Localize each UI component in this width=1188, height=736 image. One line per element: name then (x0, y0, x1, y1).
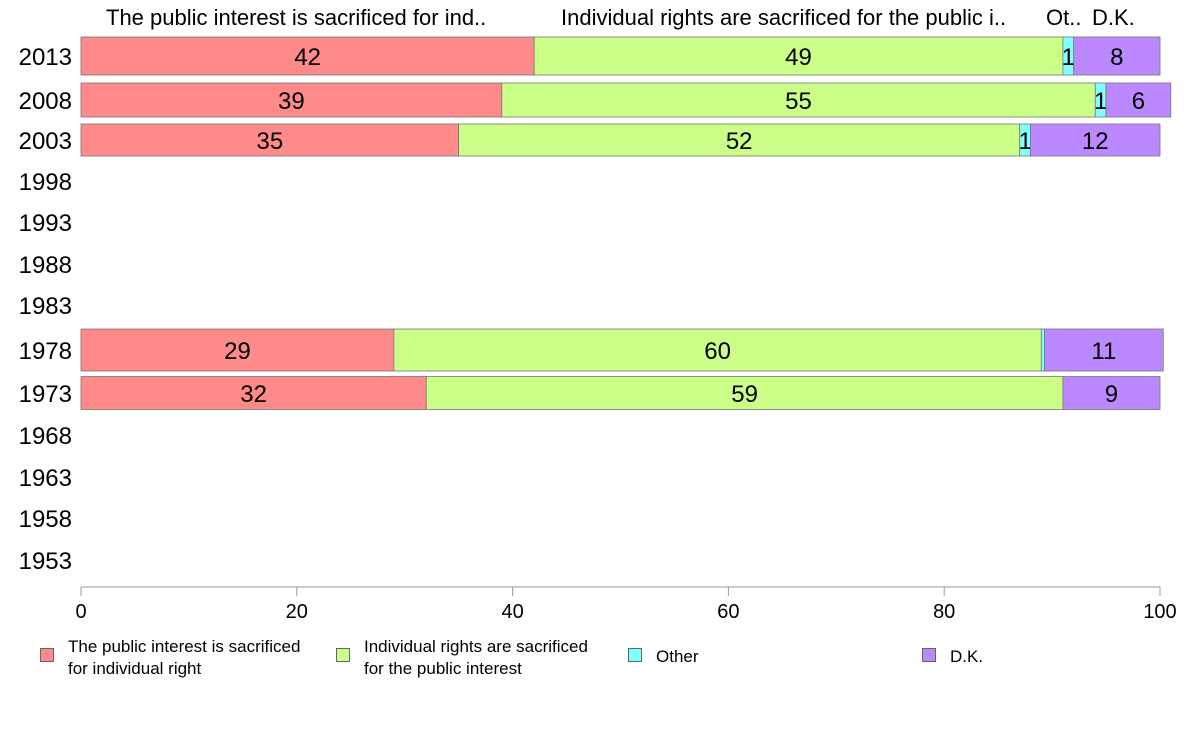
data-label: 52 (726, 128, 753, 155)
x-tick-label: 20 (286, 601, 308, 623)
data-label: 9 (1105, 381, 1118, 408)
bar-segment (458, 123, 1021, 157)
data-label: 12 (1082, 128, 1109, 155)
x-tick-label: 40 (501, 601, 523, 623)
bar-segment (80, 36, 535, 76)
column-header: Individual rights are sacrificed for the… (561, 5, 1006, 30)
data-label: 29 (224, 338, 251, 365)
year-label: 1973 (19, 381, 72, 408)
data-label: 11 (1091, 338, 1116, 365)
year-label: 1968 (19, 423, 72, 450)
bar-segment (80, 328, 395, 372)
bar-segment (533, 36, 1064, 76)
data-label: 6 (1132, 88, 1145, 115)
bar-segment (80, 376, 427, 410)
bar-segment (1073, 36, 1161, 76)
bar-segment (1040, 328, 1045, 372)
legend-item-public-interest: The public interest is sacrificed for in… (40, 636, 318, 680)
x-tick-label: 80 (933, 601, 955, 623)
year-label: 1993 (19, 210, 72, 237)
year-label: 1988 (19, 252, 72, 279)
data-label: 1 (1018, 128, 1031, 155)
column-header: D.K. (1092, 5, 1135, 30)
x-tick-label: 100 (1143, 601, 1176, 623)
year-label: 1953 (19, 548, 72, 575)
x-tick-label: 0 (75, 601, 86, 623)
data-label: 55 (785, 88, 812, 115)
stacked-bar-chart: The public interest is sacrificed for in… (19, 5, 1177, 623)
bar-segment (80, 123, 460, 157)
data-label: 49 (785, 44, 812, 71)
legend-label-individual-rights: Individual rights are sacrificed for the… (364, 637, 588, 678)
column-header: The public interest is sacrificed for in… (106, 5, 486, 30)
data-label: 35 (256, 128, 283, 155)
data-label: 32 (240, 381, 267, 408)
bar-segment (501, 82, 1096, 118)
data-label: 42 (294, 44, 321, 71)
year-label: 1978 (19, 338, 72, 365)
data-label: 1 (1094, 88, 1107, 115)
year-label: 1958 (19, 506, 72, 533)
data-label: 39 (278, 88, 305, 115)
legend-label-public-interest: The public interest is sacrificed for in… (68, 637, 301, 678)
bar-segment (393, 328, 1042, 372)
year-label: 2013 (19, 44, 72, 71)
bar-segment (1062, 376, 1161, 410)
year-label: 2008 (19, 88, 72, 115)
year-label: 1983 (19, 293, 72, 320)
year-label: 1998 (19, 169, 72, 196)
legend-label-dk: D.K. (950, 647, 984, 666)
bar-segment (1030, 123, 1161, 157)
legend-item-dk: D.K. (922, 636, 1188, 668)
x-tick-label: 60 (717, 601, 739, 623)
legend-swatch-dk (922, 648, 936, 662)
year-label: 2003 (19, 128, 72, 155)
data-label: 60 (704, 338, 731, 365)
legend-swatch-public-interest (40, 648, 54, 662)
legend-item-individual-rights: Individual rights are sacrificed for the… (336, 636, 614, 680)
bar-segment (1044, 328, 1164, 372)
legend-swatch-individual-rights (336, 648, 350, 662)
column-header: Ot.. (1046, 5, 1081, 30)
legend-item-other: Other (628, 636, 906, 668)
legend-label-other: Other (656, 647, 699, 666)
data-label: 8 (1110, 44, 1123, 71)
bar-segment (1105, 82, 1172, 118)
year-label: 1963 (19, 465, 72, 492)
data-label: 59 (731, 381, 758, 408)
chart-legend: The public interest is sacrificed for in… (40, 636, 1160, 696)
data-label: 1 (1062, 44, 1075, 71)
legend-swatch-other (628, 648, 642, 662)
